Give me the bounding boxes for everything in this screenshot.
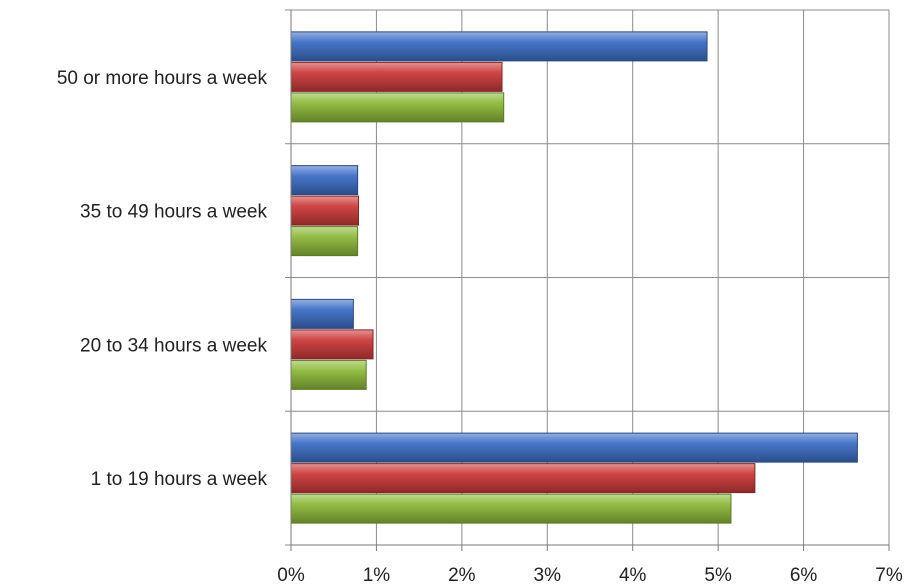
bar bbox=[290, 61, 503, 92]
x-tick-label: 0% bbox=[277, 565, 305, 586]
category-label: 50 or more hours a week bbox=[57, 68, 268, 89]
bars bbox=[290, 31, 858, 524]
bar bbox=[290, 165, 359, 196]
bar bbox=[290, 359, 367, 390]
bar bbox=[290, 329, 374, 360]
bar bbox=[290, 432, 858, 463]
x-tick-label: 6% bbox=[790, 565, 818, 586]
bar bbox=[290, 92, 505, 123]
x-tick-label: 1% bbox=[363, 565, 391, 586]
axes bbox=[290, 10, 890, 551]
x-tick-label: 5% bbox=[704, 565, 732, 586]
category-label: 35 to 49 hours a week bbox=[80, 202, 267, 223]
labels: 0% 1% 2% 3% 4% 5% 6% 7% 50 or more hours a week 3… bbox=[57, 68, 903, 586]
bar bbox=[290, 298, 354, 329]
bar bbox=[290, 31, 708, 62]
bar bbox=[290, 195, 359, 226]
x-tick-label: 3% bbox=[534, 565, 562, 586]
category-label: 1 to 19 hours a week bbox=[91, 469, 268, 490]
category-label: 20 to 34 hours a week bbox=[80, 335, 267, 356]
x-tick-label: 2% bbox=[448, 565, 476, 586]
x-tick-label: 4% bbox=[619, 565, 647, 586]
bar bbox=[290, 226, 359, 257]
bar bbox=[290, 463, 756, 494]
bar bbox=[290, 493, 732, 524]
x-tick-label: 7% bbox=[875, 565, 903, 586]
